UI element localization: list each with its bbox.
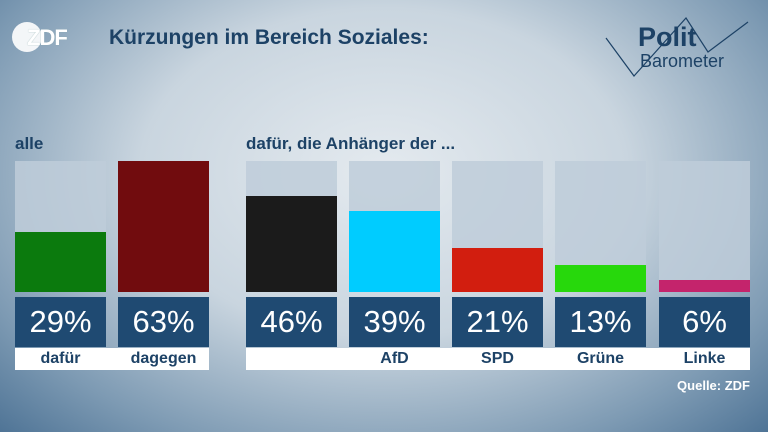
group-label-all: alle bbox=[15, 134, 44, 153]
value-label-supporters-all: 46% bbox=[246, 297, 337, 347]
bar-fill bbox=[246, 196, 337, 292]
bar-fill bbox=[452, 248, 543, 292]
category-label-dagegen: dagegen bbox=[130, 350, 197, 367]
category-label-gruene: Grüne bbox=[576, 350, 625, 367]
bar-fill bbox=[555, 265, 646, 292]
value-label-gruene: 13% bbox=[555, 297, 646, 347]
zdf-logo: ZDF bbox=[12, 22, 76, 54]
value-label-spd: 21% bbox=[452, 297, 543, 347]
bar-gruene bbox=[555, 161, 646, 292]
value-label-linke: 6% bbox=[659, 297, 750, 347]
politbarometer-graph-icon bbox=[605, 17, 749, 77]
category-label-supporters-all bbox=[246, 349, 337, 369]
zdf-logo-text: ZDF bbox=[27, 25, 68, 50]
brand-line-2: Barometer bbox=[640, 51, 725, 71]
bar-fill bbox=[659, 280, 750, 292]
bar-dagegen bbox=[118, 161, 209, 292]
value-label-afd: 39% bbox=[349, 297, 440, 347]
bar-supporters-all bbox=[246, 161, 337, 292]
bar-fill bbox=[349, 211, 440, 292]
source-note: Quelle: ZDF bbox=[677, 378, 750, 393]
politbarometer-logo: Polit Barometer bbox=[600, 14, 760, 94]
category-label-linke: Linke bbox=[683, 350, 726, 367]
zdf-logo-circle bbox=[12, 22, 42, 52]
category-label-spd: SPD bbox=[481, 350, 514, 367]
bar-linke bbox=[659, 161, 750, 292]
bar-fill bbox=[118, 161, 209, 292]
bar-dafuer bbox=[15, 161, 106, 292]
group-label-supporters: dafür, die Anhänger der ... bbox=[246, 134, 456, 153]
value-label-dafuer: 29% bbox=[15, 297, 106, 347]
chart-title: Kürzungen im Bereich Soziales: bbox=[109, 26, 429, 49]
brand-line-1: Polit bbox=[638, 22, 697, 52]
category-label-afd: AfD bbox=[380, 350, 409, 367]
label-strip-left bbox=[15, 348, 209, 370]
label-strip-right bbox=[246, 348, 750, 370]
bar-afd bbox=[349, 161, 440, 292]
category-label-dafuer: dafür bbox=[40, 350, 81, 367]
bar-fill bbox=[15, 232, 106, 292]
value-label-dagegen: 63% bbox=[118, 297, 209, 347]
bar-spd bbox=[452, 161, 543, 292]
